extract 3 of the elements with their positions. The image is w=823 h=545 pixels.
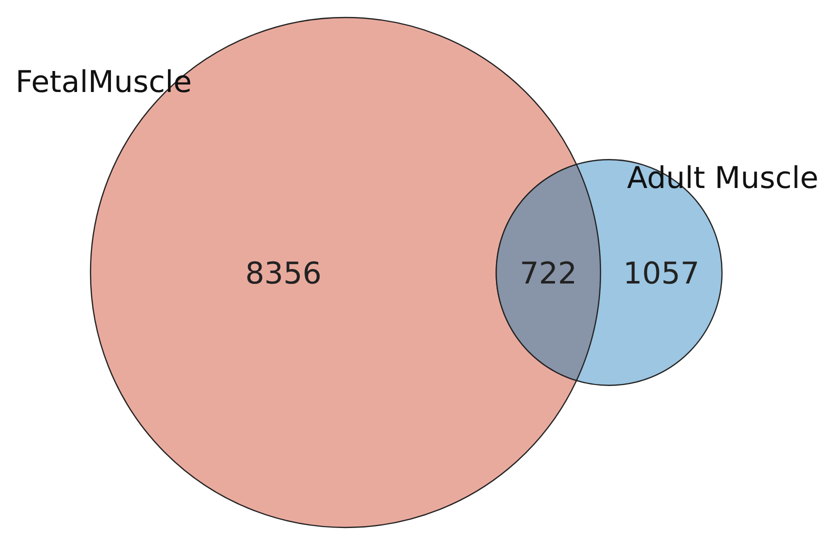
data-label: 722 (520, 256, 577, 292)
data-label: 8356 (245, 256, 322, 292)
data-label: 1057 (623, 256, 700, 292)
